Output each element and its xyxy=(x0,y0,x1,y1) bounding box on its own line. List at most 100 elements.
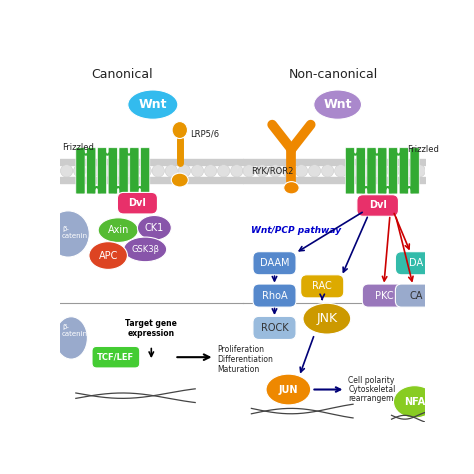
Ellipse shape xyxy=(47,211,89,257)
Ellipse shape xyxy=(400,164,412,177)
Text: Cell polarity: Cell polarity xyxy=(348,376,395,385)
Text: CK1: CK1 xyxy=(145,223,164,233)
Ellipse shape xyxy=(98,218,138,242)
FancyBboxPatch shape xyxy=(130,148,139,194)
Text: JNK: JNK xyxy=(316,312,337,325)
Text: Canonical: Canonical xyxy=(91,68,153,81)
FancyBboxPatch shape xyxy=(356,148,365,194)
Text: Differentiation: Differentiation xyxy=(218,355,273,364)
Text: β-
catenin: β- catenin xyxy=(62,226,88,239)
Ellipse shape xyxy=(61,164,73,177)
Text: JUN: JUN xyxy=(279,384,298,394)
FancyBboxPatch shape xyxy=(253,316,296,339)
Ellipse shape xyxy=(256,164,268,177)
Text: Frizzled: Frizzled xyxy=(407,145,439,154)
Text: CA: CA xyxy=(410,291,423,301)
Ellipse shape xyxy=(282,164,294,177)
Ellipse shape xyxy=(314,90,362,119)
Ellipse shape xyxy=(191,164,204,177)
Ellipse shape xyxy=(413,164,425,177)
Ellipse shape xyxy=(231,164,243,177)
Ellipse shape xyxy=(204,164,217,177)
Text: Axin: Axin xyxy=(108,225,129,235)
FancyBboxPatch shape xyxy=(410,148,419,194)
Text: Maturation: Maturation xyxy=(218,365,260,374)
Ellipse shape xyxy=(347,164,360,177)
Ellipse shape xyxy=(89,242,128,269)
Ellipse shape xyxy=(55,317,87,359)
Text: Target gene
expression: Target gene expression xyxy=(125,319,177,338)
Text: β-
catenin: β- catenin xyxy=(62,324,88,337)
Text: Dvl: Dvl xyxy=(128,198,146,208)
Text: PKC: PKC xyxy=(374,291,393,301)
Ellipse shape xyxy=(137,216,171,240)
Ellipse shape xyxy=(321,164,334,177)
FancyBboxPatch shape xyxy=(97,148,107,194)
Ellipse shape xyxy=(100,164,112,177)
Ellipse shape xyxy=(243,164,255,177)
Ellipse shape xyxy=(172,121,188,138)
FancyBboxPatch shape xyxy=(118,192,157,214)
Text: Wnt/PCP pathway: Wnt/PCP pathway xyxy=(251,226,342,235)
Text: DA: DA xyxy=(409,258,423,268)
Ellipse shape xyxy=(387,164,399,177)
FancyBboxPatch shape xyxy=(87,148,96,194)
Ellipse shape xyxy=(126,164,138,177)
Ellipse shape xyxy=(309,164,321,177)
Ellipse shape xyxy=(124,237,167,262)
Text: Wnt: Wnt xyxy=(323,98,352,111)
Text: DAAM: DAAM xyxy=(260,258,289,268)
Ellipse shape xyxy=(178,164,191,177)
Ellipse shape xyxy=(335,164,347,177)
FancyBboxPatch shape xyxy=(119,148,128,194)
Ellipse shape xyxy=(393,386,436,418)
Ellipse shape xyxy=(361,164,373,177)
FancyBboxPatch shape xyxy=(367,148,376,194)
Ellipse shape xyxy=(152,164,164,177)
Ellipse shape xyxy=(303,303,351,334)
Ellipse shape xyxy=(165,164,177,177)
Ellipse shape xyxy=(73,164,86,177)
FancyBboxPatch shape xyxy=(395,252,437,275)
Ellipse shape xyxy=(113,164,125,177)
Ellipse shape xyxy=(139,164,151,177)
FancyBboxPatch shape xyxy=(140,148,150,194)
Text: Dvl: Dvl xyxy=(369,201,387,210)
Text: RYK/ROR2: RYK/ROR2 xyxy=(251,166,294,175)
Text: LRP5/6: LRP5/6 xyxy=(190,129,219,138)
Text: ROCK: ROCK xyxy=(261,323,288,333)
FancyBboxPatch shape xyxy=(108,148,118,194)
Text: Cytoskeletal: Cytoskeletal xyxy=(348,385,396,394)
Text: RAC: RAC xyxy=(312,282,332,292)
FancyBboxPatch shape xyxy=(92,346,140,368)
Text: Non-canonical: Non-canonical xyxy=(289,68,378,81)
Ellipse shape xyxy=(218,164,230,177)
FancyBboxPatch shape xyxy=(399,148,409,194)
FancyBboxPatch shape xyxy=(346,148,355,194)
Text: Wnt: Wnt xyxy=(138,98,167,111)
Text: NFA: NFA xyxy=(404,397,425,407)
FancyBboxPatch shape xyxy=(253,284,296,307)
FancyBboxPatch shape xyxy=(378,148,387,194)
Ellipse shape xyxy=(171,173,188,187)
FancyBboxPatch shape xyxy=(389,148,398,194)
Ellipse shape xyxy=(295,164,308,177)
FancyBboxPatch shape xyxy=(253,252,296,275)
Text: Frizzled: Frizzled xyxy=(62,143,94,152)
Text: RhoA: RhoA xyxy=(262,291,287,301)
FancyBboxPatch shape xyxy=(395,284,437,307)
Text: rearrangement: rearrangement xyxy=(348,394,406,403)
Ellipse shape xyxy=(128,90,178,119)
FancyBboxPatch shape xyxy=(357,195,399,216)
Ellipse shape xyxy=(266,374,310,405)
Text: APC: APC xyxy=(99,251,118,261)
FancyBboxPatch shape xyxy=(362,284,405,307)
FancyBboxPatch shape xyxy=(301,275,344,298)
Ellipse shape xyxy=(87,164,99,177)
Text: Proliferation: Proliferation xyxy=(218,345,264,354)
Text: GSK3β: GSK3β xyxy=(131,245,159,254)
Text: TCF/LEF: TCF/LEF xyxy=(97,353,135,362)
FancyBboxPatch shape xyxy=(76,148,85,194)
Ellipse shape xyxy=(269,164,282,177)
Ellipse shape xyxy=(284,182,299,194)
